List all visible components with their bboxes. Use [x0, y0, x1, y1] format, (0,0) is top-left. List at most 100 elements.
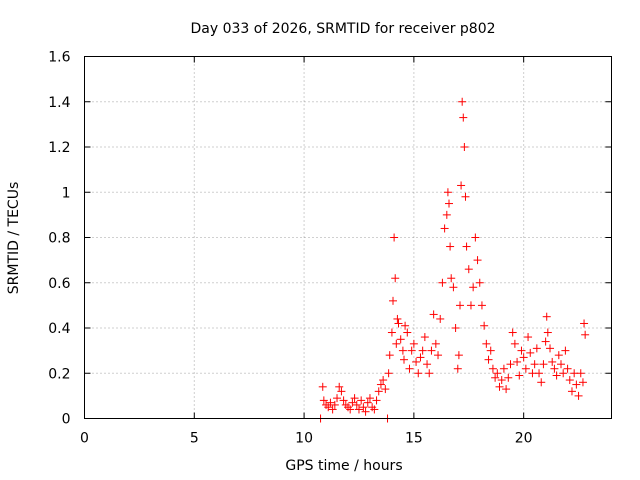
data-point: [398, 346, 407, 355]
data-point: [416, 353, 425, 362]
y-axis: 0 0.2 0.4 0.6 0.8 1 1.2 1.4 1.6: [48, 50, 612, 428]
data-point: [361, 407, 370, 416]
data-point: [508, 328, 517, 337]
data-point: [368, 403, 377, 412]
data-point: [572, 380, 581, 389]
data-point: [576, 369, 585, 378]
data-point: [365, 394, 374, 403]
data-point: [515, 371, 524, 380]
data-point: [550, 364, 559, 373]
data-point: [387, 328, 396, 337]
data-point: [326, 398, 335, 407]
data-point: [581, 330, 590, 339]
data-point: [391, 274, 400, 283]
data-point: [425, 369, 434, 378]
data-point: [546, 344, 555, 353]
data-point: [519, 353, 528, 362]
data-point: [552, 371, 561, 380]
data-point: [578, 378, 587, 387]
data-point: [385, 351, 394, 360]
data-point: [543, 328, 552, 337]
data-point: [532, 344, 541, 353]
y-tick-label: 0.6: [48, 276, 70, 292]
data-point: [462, 242, 471, 251]
data-point: [363, 398, 372, 407]
data-point: [548, 357, 557, 366]
data-point: [537, 378, 546, 387]
data-point: [322, 400, 331, 409]
data-point: [335, 382, 344, 391]
data-point: [524, 333, 533, 342]
data-point: [480, 321, 489, 330]
data-point: [403, 328, 412, 337]
data-point: [451, 324, 460, 332]
chart-title: Day 033 of 2026, SRMTID for receiver p80…: [190, 21, 495, 37]
data-point: [434, 351, 443, 360]
data-point: [458, 97, 467, 106]
data-point: [513, 357, 522, 366]
data-point: [436, 314, 445, 323]
data-point: [445, 199, 454, 208]
data-point: [330, 400, 339, 409]
data-point: [384, 369, 393, 378]
data-point: [565, 376, 574, 385]
x-tick-label: 0: [80, 431, 89, 447]
data-point: [423, 360, 432, 369]
data-point: [389, 296, 398, 305]
data-point: [495, 382, 504, 391]
data-point: [396, 335, 405, 344]
data-point: [447, 274, 456, 283]
data-point: [379, 376, 388, 385]
data-point: [357, 396, 366, 405]
data-point: [554, 351, 563, 360]
data-point: [438, 278, 447, 287]
data-point: [440, 224, 449, 233]
data-point: [461, 192, 470, 201]
data-point: [455, 301, 464, 310]
data-point: [390, 233, 399, 242]
data-point: [401, 321, 410, 330]
x-tick-label: 15: [405, 431, 423, 447]
data-point: [459, 113, 468, 122]
data-point: [491, 373, 500, 382]
data-point: [471, 233, 480, 242]
data-point: [392, 339, 401, 348]
data-point: [405, 364, 414, 373]
data-point: [510, 339, 519, 348]
data-point: [454, 351, 463, 360]
data-point: [333, 394, 342, 403]
data-point: [449, 283, 458, 292]
grid: [84, 56, 612, 419]
data-point: [431, 339, 440, 348]
data-point: [561, 346, 570, 355]
data-point: [393, 314, 402, 323]
data-point: [341, 400, 350, 409]
data-point: [517, 346, 526, 355]
data-point: [370, 405, 379, 414]
data-point: [344, 403, 352, 412]
data-point: [453, 364, 462, 373]
data-point: [475, 278, 484, 287]
data-point: [324, 403, 333, 412]
data-point: [526, 348, 535, 357]
data-point: [497, 376, 506, 385]
x-tick-label: 20: [515, 431, 533, 447]
data-point: [418, 346, 427, 355]
data-point: [506, 360, 515, 369]
data-point: [409, 339, 418, 348]
data-point: [319, 396, 328, 405]
data-point: [346, 405, 355, 414]
data-point: [580, 319, 589, 328]
y-tick-label: 0.2: [48, 366, 70, 382]
data-points: [316, 97, 590, 423]
data-point: [376, 380, 385, 389]
data-point: [318, 382, 327, 391]
data-point: [477, 301, 486, 310]
data-point: [469, 283, 478, 292]
data-point: [394, 319, 403, 328]
data-point: [464, 265, 473, 274]
data-point: [399, 355, 408, 364]
data-point: [482, 339, 491, 348]
data-point: [530, 360, 539, 369]
